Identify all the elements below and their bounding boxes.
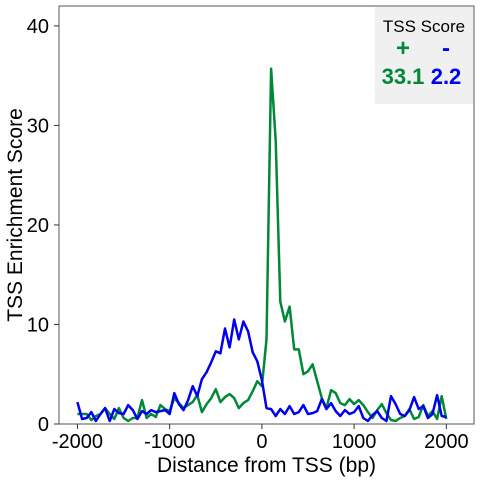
series-line-2	[76, 318, 447, 423]
y-tick-label: 0	[38, 414, 49, 436]
y-axis-title: TSS Enrichment Score	[4, 108, 27, 322]
x-tick-label: 0	[256, 431, 267, 453]
x-tick-label: -1000	[144, 431, 195, 453]
x-axis: -2000 -1000 0 1000 2000	[52, 424, 469, 453]
y-tick-label: 30	[27, 115, 49, 137]
legend-sign: -	[442, 35, 450, 62]
x-axis-title: Distance from TSS (bp)	[157, 454, 376, 477]
legend-value: 2.2	[431, 64, 462, 89]
plot-frame	[58, 5, 475, 425]
legend-background	[375, 7, 473, 104]
series-layer	[76, 67, 448, 423]
legend-entries: +33.1-2.2	[382, 35, 462, 89]
y-tick-label: 10	[27, 314, 49, 336]
x-tick-label: -2000	[52, 431, 103, 453]
y-tick-label: 20	[27, 215, 49, 237]
legend-sign: +	[396, 35, 410, 62]
y-axis: 0 10 20 30 40	[27, 16, 59, 436]
legend-title: TSS Score	[383, 17, 465, 36]
x-tick-label: 1000	[332, 431, 377, 453]
legend-value: 33.1	[382, 64, 425, 89]
x-tick-label: 2000	[424, 431, 469, 453]
y-tick-label: 40	[27, 16, 49, 38]
series-line-1	[77, 67, 448, 423]
